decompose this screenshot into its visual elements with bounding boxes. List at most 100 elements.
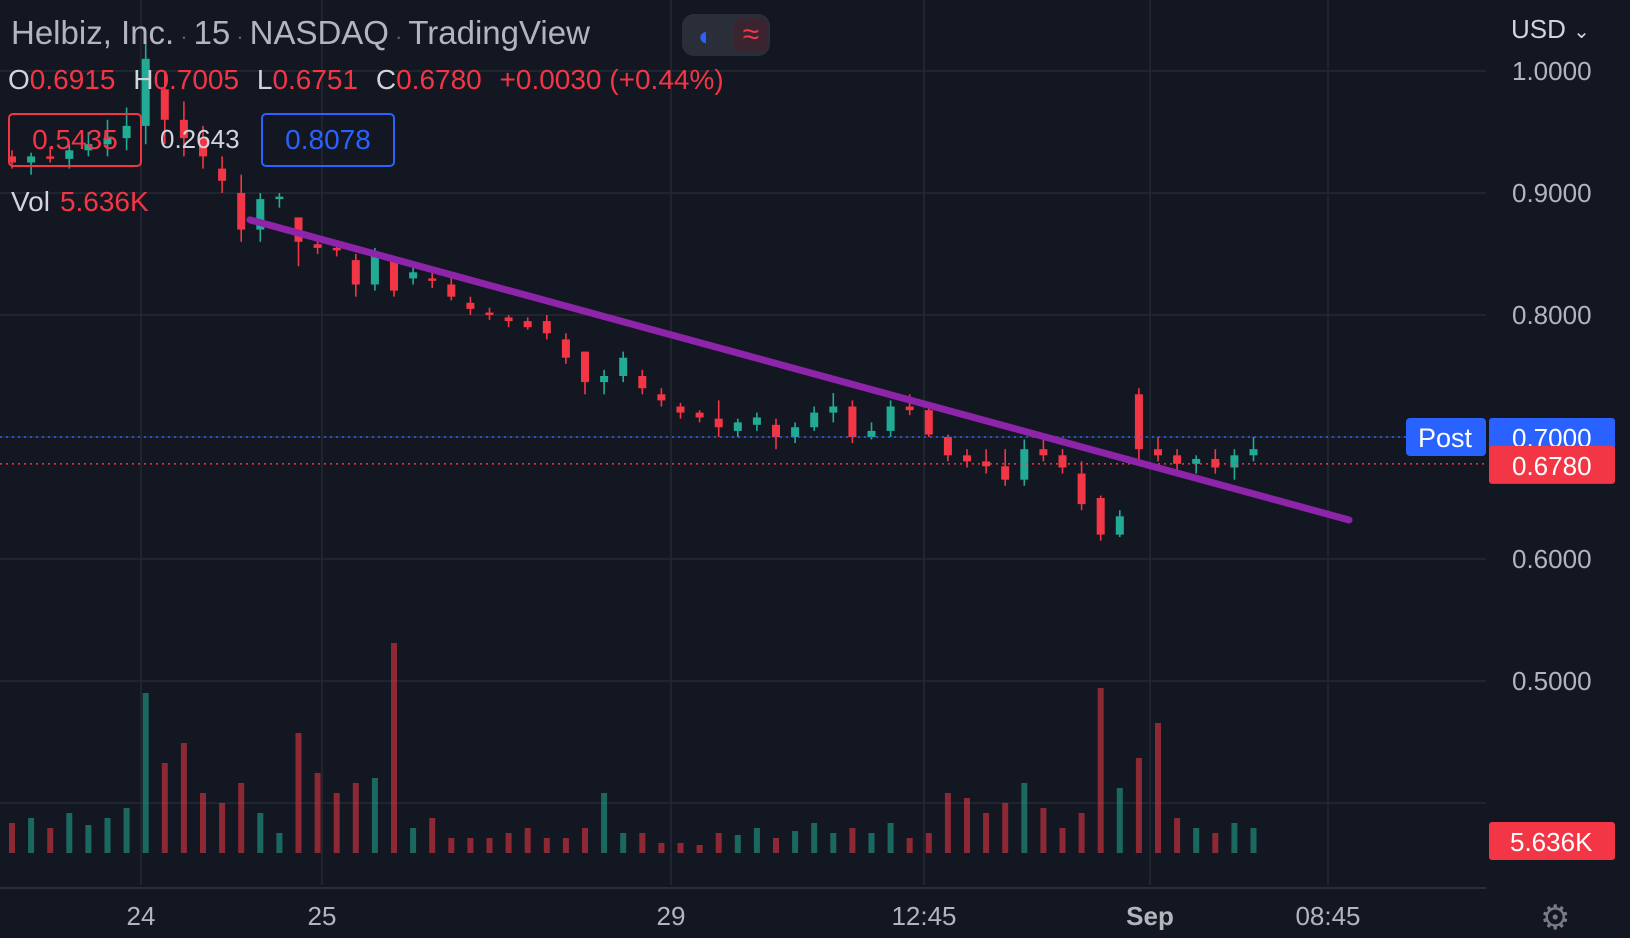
volume-bar [811, 823, 818, 853]
candle[interactable] [485, 307, 494, 320]
candle[interactable] [84, 132, 93, 157]
interval-label: 15 [193, 14, 231, 51]
volume-bar [371, 778, 378, 853]
volume-bar [620, 833, 627, 853]
candle[interactable] [657, 388, 666, 407]
candle[interactable] [199, 125, 207, 169]
volume-bar [1135, 758, 1142, 853]
volume-bar [1116, 788, 1123, 853]
time-axis[interactable]: 24 25 29 12:45 Sep 08:45 [127, 901, 1361, 930]
candle[interactable] [27, 152, 36, 175]
candle[interactable] [943, 434, 952, 462]
candle[interactable] [1058, 449, 1067, 474]
volume-bar [1078, 813, 1085, 853]
candle[interactable] [466, 296, 475, 315]
candle[interactable] [1001, 449, 1010, 486]
candle[interactable] [676, 402, 685, 419]
volume-value-box [1489, 822, 1615, 860]
candle[interactable] [447, 278, 456, 301]
volume-bar [753, 828, 760, 853]
candle[interactable] [523, 317, 532, 330]
candle[interactable] [752, 412, 761, 431]
candle[interactable] [141, 34, 150, 145]
candle[interactable] [1192, 455, 1201, 474]
volume-bar [429, 818, 436, 853]
candle[interactable] [294, 217, 303, 267]
volume-bars [9, 643, 1257, 853]
candle[interactable] [1039, 437, 1048, 462]
candles [8, 34, 1258, 541]
candle[interactable] [1077, 461, 1086, 511]
candle[interactable] [924, 406, 933, 438]
candle[interactable] [619, 351, 628, 383]
candle[interactable] [46, 146, 55, 163]
candle[interactable] [179, 101, 188, 157]
candle[interactable] [1020, 439, 1029, 486]
candle[interactable] [829, 393, 838, 423]
candle[interactable] [1249, 437, 1258, 462]
candle[interactable] [733, 418, 742, 437]
candle[interactable] [275, 193, 284, 208]
theme-toggle[interactable]: ◐ ≈ [682, 14, 770, 56]
volume-bar [276, 833, 283, 853]
currency-selector[interactable]: USD ⌄ [1511, 14, 1590, 45]
candle[interactable] [982, 449, 991, 474]
candle[interactable] [390, 260, 398, 297]
candle[interactable] [218, 156, 227, 193]
candle[interactable] [1154, 437, 1162, 462]
volume-bar [658, 843, 665, 853]
candle[interactable] [103, 119, 112, 157]
candle[interactable] [409, 266, 418, 285]
candle[interactable] [237, 174, 246, 242]
price-tick-label: 0.9000 [1512, 178, 1592, 208]
volume-bar [696, 845, 703, 853]
candle[interactable] [1096, 495, 1105, 541]
candle[interactable] [695, 410, 704, 423]
candle[interactable] [581, 351, 589, 395]
moon-icon[interactable]: ◐ [698, 21, 714, 51]
candle[interactable] [65, 144, 74, 169]
buy-price-box[interactable]: 0.8078 [261, 113, 395, 167]
price-tick-label: 0.8000 [1512, 300, 1592, 330]
candle[interactable] [1115, 510, 1124, 538]
candle[interactable] [848, 400, 857, 444]
candle[interactable] [810, 406, 819, 431]
volume-bar [161, 763, 168, 853]
candle[interactable] [160, 71, 169, 145]
volume-bar [562, 838, 569, 853]
volume-bar [1231, 823, 1238, 853]
candle[interactable] [886, 400, 895, 437]
sell-price-box[interactable]: 0.5435 [8, 113, 142, 167]
candle[interactable] [714, 400, 723, 437]
candle[interactable] [791, 422, 800, 444]
candle[interactable] [428, 272, 437, 289]
volume-bar [773, 838, 779, 853]
candle[interactable] [772, 418, 780, 450]
volume-bar [104, 818, 111, 853]
candle[interactable] [542, 315, 551, 340]
volume-bar [983, 813, 990, 853]
candle[interactable] [561, 333, 570, 364]
time-tick-label: Sep [1126, 901, 1174, 930]
candle[interactable] [1230, 449, 1239, 480]
volume-bar [467, 838, 474, 853]
currency-label: USD [1511, 14, 1566, 44]
trendline[interactable] [246, 216, 1353, 524]
candle[interactable] [1211, 449, 1220, 474]
candle[interactable] [963, 449, 971, 468]
volume-bar [868, 833, 875, 853]
candle[interactable] [638, 369, 647, 395]
candle[interactable] [504, 315, 513, 328]
wave-icon[interactable]: ≈ [734, 18, 768, 52]
volume-bar [180, 743, 187, 853]
candle[interactable] [600, 369, 609, 395]
candle[interactable] [351, 254, 360, 297]
candle[interactable] [256, 193, 265, 242]
volume-bar [1193, 828, 1200, 853]
gear-icon[interactable]: ⚙ [1540, 899, 1571, 937]
candle[interactable] [1134, 388, 1143, 462]
symbol-title[interactable]: Helbiz, Inc. · 15 · NASDAQ · TradingView [11, 14, 590, 51]
volume-bar [200, 793, 206, 853]
